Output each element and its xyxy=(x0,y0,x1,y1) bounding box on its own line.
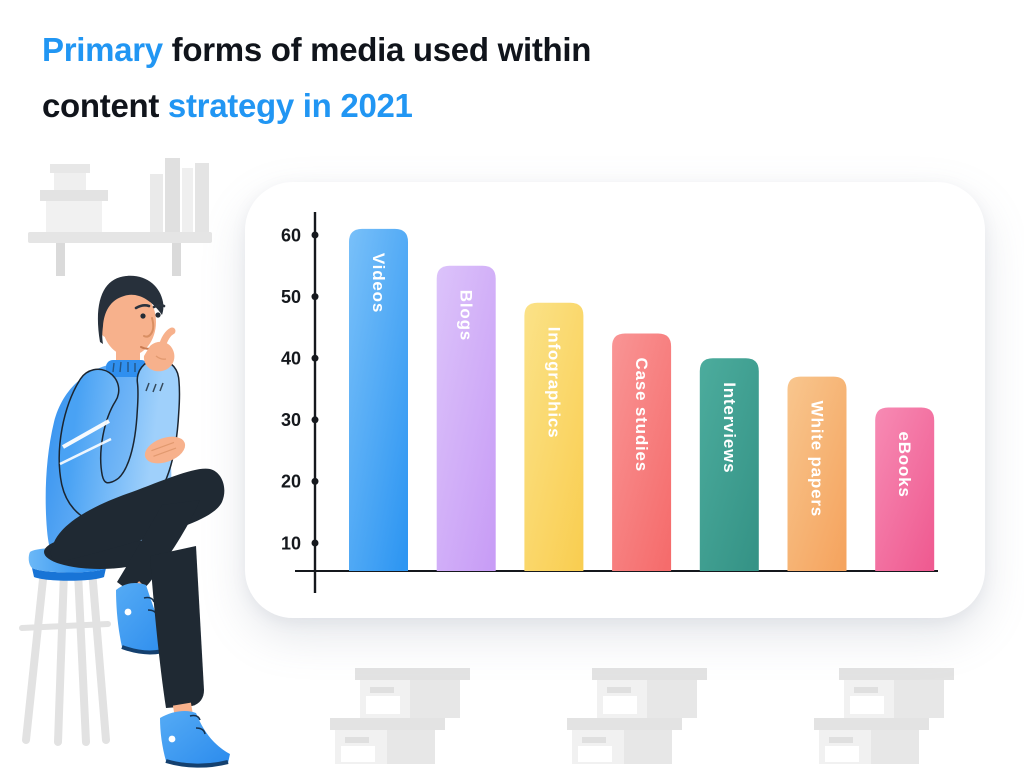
bar-label-ebooks: eBooks xyxy=(895,431,914,497)
y-tick-dot xyxy=(311,354,319,362)
box-stack-illustration xyxy=(814,668,954,764)
bar-label-videos: Videos xyxy=(369,253,388,313)
title-text-1: forms of media used within xyxy=(162,31,592,68)
y-tick-dot xyxy=(311,293,319,301)
bar-label-case-studies: Case studies xyxy=(632,358,651,472)
box-stack-illustration xyxy=(567,668,707,764)
title-line-1: Primary forms of media used within xyxy=(42,22,591,78)
title-highlight-year: strategy in 2021 xyxy=(159,87,413,124)
y-tick-label: 60 xyxy=(281,225,301,245)
bar-ebooks xyxy=(875,407,935,571)
bar-chart: 10 20 30 40 50 60 Videos Blogs Infographics Case … xyxy=(281,212,938,593)
bar-label-interviews: Interviews xyxy=(720,382,739,473)
thinking-man-illustration xyxy=(19,158,230,768)
bar-label-white-papers: White papers xyxy=(808,401,827,517)
y-tick-dot xyxy=(311,231,319,239)
y-tick-label: 20 xyxy=(281,472,301,492)
bar-case-studies xyxy=(612,333,672,571)
bar-videos xyxy=(349,228,408,571)
y-tick-label: 30 xyxy=(281,410,301,430)
y-tick-dot xyxy=(311,539,319,547)
title-highlight-primary: Primary xyxy=(42,31,163,68)
box-stack-illustration xyxy=(330,668,470,764)
title-line-2: content strategy in 2021 xyxy=(42,78,591,134)
bar-interviews xyxy=(699,358,759,571)
y-tick-dot xyxy=(311,416,319,424)
bar-infographics xyxy=(524,302,584,571)
chart-card: 10 20 30 40 50 60 Videos Blogs Infographics Case … xyxy=(245,182,985,618)
page-title: Primary forms of media used within conte… xyxy=(42,22,591,134)
bar-label-blogs: Blogs xyxy=(457,290,476,341)
stool-illustration xyxy=(19,547,111,746)
bar-white-papers xyxy=(787,376,847,571)
y-tick-label: 40 xyxy=(281,349,301,369)
y-tick-label: 10 xyxy=(281,533,301,553)
man-illustration xyxy=(44,275,230,768)
shelf-illustration xyxy=(28,158,212,276)
bar-label-infographics: Infographics xyxy=(544,327,563,439)
title-text-2: content xyxy=(42,87,160,124)
bar-blogs xyxy=(436,265,496,571)
y-tick-label: 50 xyxy=(281,287,301,307)
y-tick-dot xyxy=(311,477,319,485)
